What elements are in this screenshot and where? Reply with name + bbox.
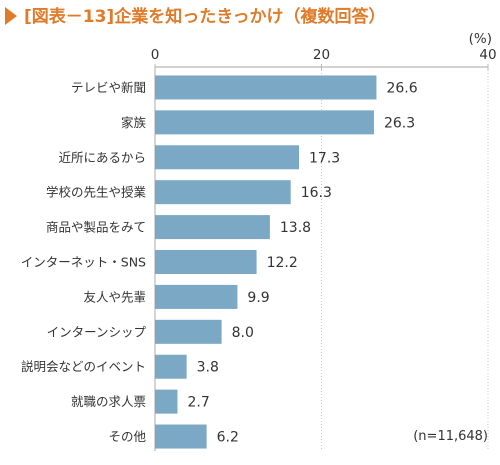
bar [155,75,377,100]
value-label: 6.2 [217,430,239,446]
bar [155,284,238,309]
category-label: その他 [108,429,146,444]
value-label: 12.2 [267,255,298,271]
x-tick-label: 20 [313,47,330,63]
bar [155,110,374,135]
bar [155,424,207,449]
category-label: テレビや新聞 [71,80,146,95]
category-label: 説明会などのイベント [21,359,146,374]
bar [155,145,300,170]
value-label: 16.3 [301,185,332,201]
category-label: 商品や製品をみて [46,220,146,235]
category-label: 就職の求人票 [71,394,146,409]
category-label: 友人や先輩 [83,289,146,304]
value-label: 8.0 [232,325,254,341]
bar [155,319,222,344]
value-label: 26.3 [384,115,415,131]
category-label: インターンシップ [47,324,147,339]
category-label: 家族 [121,115,147,130]
bar [155,389,178,414]
value-label: 9.9 [247,290,269,306]
category-label: 近所にあるから [58,150,146,165]
bar [155,180,291,205]
unit-label: (%) [469,31,492,47]
axes: 0 20 40 [151,47,497,451]
x-tick-label: 40 [479,47,496,63]
bars: テレビや新聞 26.6 家族 26.3 近所にあるから 17.3 学校の先生や授業 16.3 商… [21,75,418,449]
x-tick-label: 0 [151,47,160,63]
title-triangle-icon [5,7,17,25]
bar [155,250,257,274]
value-label: 13.8 [280,220,311,236]
value-label: 3.8 [197,360,219,376]
chart-title: [図表－13]企業を知ったきっかけ（複数回答） [24,6,386,27]
bar [155,215,270,240]
value-label: 2.7 [187,395,209,411]
bar [155,354,187,379]
value-label: 17.3 [309,150,340,166]
value-label: 26.6 [386,80,417,96]
category-label: インターネット・SNS [21,255,146,270]
category-label: 学校の先生や授業 [46,185,147,200]
sample-size-note: (n=11,648) [413,429,488,444]
